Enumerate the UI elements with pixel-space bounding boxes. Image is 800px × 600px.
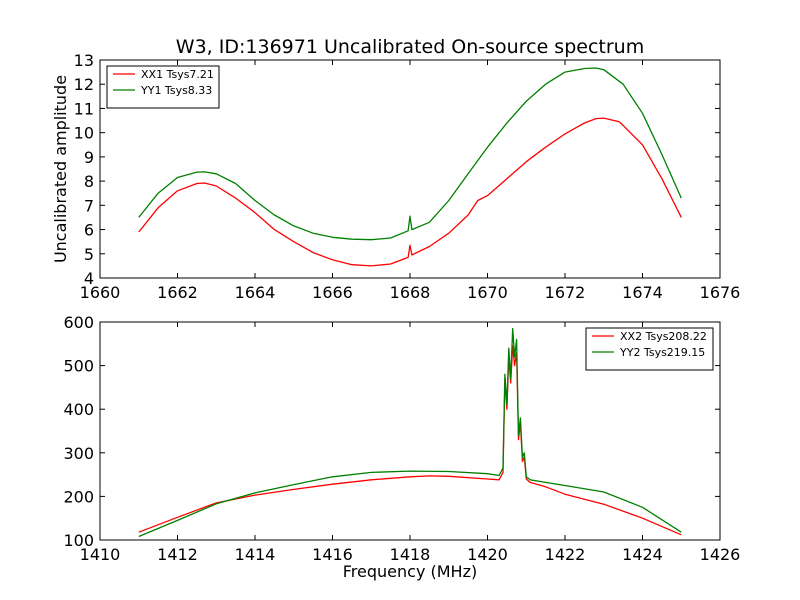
y-tick-label: 400 (63, 400, 94, 419)
legend-entry: XX2 Tsys208.22 (620, 330, 707, 343)
series-line-2-1 (138, 345, 682, 536)
x-tick-label: 1416 (312, 545, 353, 564)
y-tick-label: 300 (63, 444, 94, 463)
x-tick-label: 1662 (157, 283, 198, 302)
figure-title: W3, ID:136971 Uncalibrated On-source spe… (176, 36, 644, 58)
y-tick-label: 11 (74, 99, 94, 118)
x-tick-label: 1426 (700, 545, 741, 564)
legend-entry: YY2 Tsys219.15 (619, 346, 705, 359)
legend-box (106, 65, 220, 109)
x-tick-label: 1414 (235, 545, 276, 564)
y-tick-label: 100 (63, 531, 94, 550)
series-line-2-2 (138, 327, 682, 538)
x-tick-label: 1664 (235, 283, 276, 302)
legend: XX2 Tsys208.22 YY2 Tsys219.15 (585, 327, 714, 371)
panel-1: 1660 1662 1664 1666 1668 1670 1672 1674 1676 4 5 6 7… (51, 51, 740, 302)
y-tick-label: 5 (84, 245, 94, 264)
x-tick-label: 1668 (390, 283, 431, 302)
x-tick-label: 1422 (545, 545, 586, 564)
legend-entry: YY1 Tsys8.33 (140, 84, 212, 97)
y-tick-label: 6 (84, 221, 94, 240)
x-tick-label: 1666 (312, 283, 353, 302)
y-tick-label: 4 (84, 269, 94, 288)
series-line-1-2 (138, 67, 682, 241)
y-tick-label: 9 (84, 148, 94, 167)
x-tick-label: 1410 (80, 545, 121, 564)
x-tick-label: 1412 (157, 545, 198, 564)
y-tick-label: 12 (74, 75, 94, 94)
y-tick-label: 8 (84, 172, 94, 191)
x-axis-label: Frequency (MHz) (343, 562, 477, 581)
y-tick-label: 200 (63, 487, 94, 506)
x-tick-label: 1672 (545, 283, 586, 302)
y-tick-label: 600 (63, 313, 94, 332)
x-tick-label: 1676 (700, 283, 741, 302)
panel-2: 1410 1412 1414 1416 1418 1420 1422 1424 1426 100 2… (63, 313, 740, 581)
y-tick-label: 10 (74, 124, 94, 143)
x-tick-label: 1674 (622, 283, 663, 302)
y-tick-label: 7 (84, 196, 94, 215)
y-axis-label: Uncalibrated amplitude (51, 75, 70, 263)
x-tick-label: 1670 (467, 283, 508, 302)
x-tick-label: 1424 (622, 545, 663, 564)
x-tick-label: 1420 (467, 545, 508, 564)
y-tick-label: 13 (74, 51, 94, 70)
legend-box (585, 327, 714, 371)
x-tick-label: 1418 (390, 545, 431, 564)
legend: XX1 Tsys7.21 YY1 Tsys8.33 (106, 65, 220, 109)
legend-entry: XX1 Tsys7.21 (141, 68, 214, 81)
x-tick-label: 1660 (80, 283, 121, 302)
series-line-1-1 (138, 117, 682, 267)
y-tick-label: 500 (63, 357, 94, 376)
